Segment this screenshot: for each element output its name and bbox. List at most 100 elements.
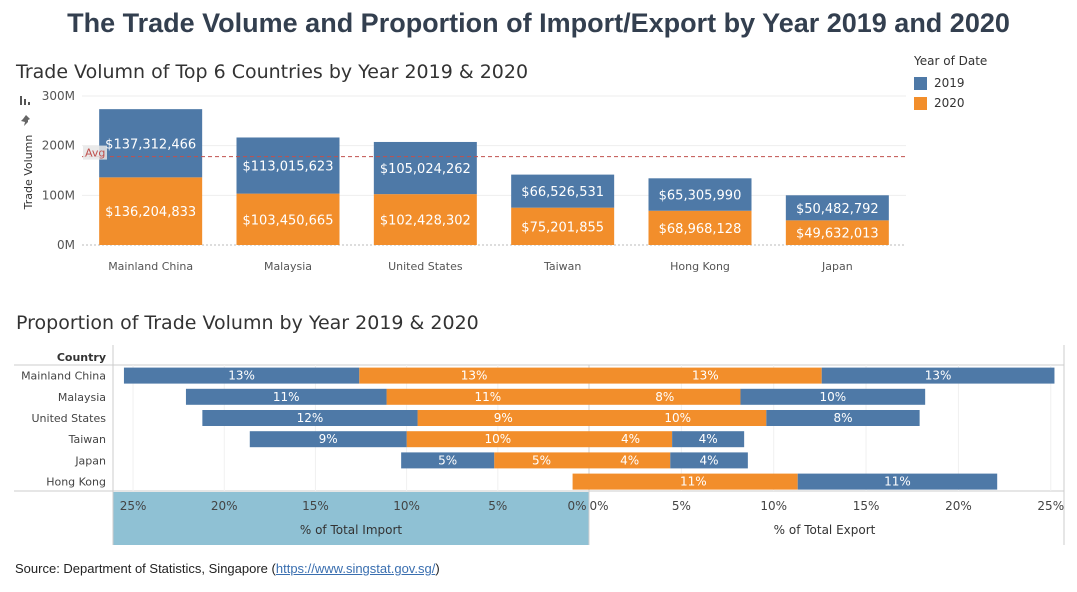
- source-link[interactable]: https://www.singstat.gov.sg/: [275, 561, 436, 576]
- export-tick-label: 10%: [760, 499, 787, 513]
- export-label-2019: 10%: [819, 390, 846, 404]
- chart1-title: Trade Volumn of Top 6 Countries by Year …: [16, 61, 529, 83]
- pin-icon[interactable]: [20, 115, 32, 130]
- x-tick-label: Taiwan: [543, 260, 581, 273]
- export-bar-2019: [766, 410, 920, 426]
- row-label: Japan: [74, 454, 106, 467]
- bar-label-2020: $103,450,665: [243, 213, 334, 228]
- import-bar-2019: [123, 367, 360, 384]
- row-label: Hong Kong: [46, 476, 106, 489]
- bar-label-2019: $66,526,531: [521, 185, 604, 200]
- import-bar-2019: [185, 388, 387, 405]
- import-bar-2019: [202, 410, 418, 426]
- bar-2020: [511, 207, 615, 245]
- export-bar-2019: [740, 388, 926, 405]
- legend-swatch-2019: [914, 76, 927, 90]
- export-label-2019: 8%: [833, 411, 852, 425]
- row-label: Taiwan: [68, 433, 106, 446]
- bar-label-2019: $137,312,466: [105, 137, 196, 152]
- export-tick-label: 25%: [1037, 499, 1064, 513]
- export-label-2020: 8%: [655, 390, 674, 404]
- import-label-2019: 9%: [319, 432, 338, 446]
- export-bar-2019: [670, 452, 748, 469]
- x-tick-label: United States: [388, 260, 463, 273]
- row-label: Mainland China: [21, 370, 106, 383]
- legend-label-2019: 2019: [934, 76, 965, 90]
- x-tick-label: Mainland China: [108, 260, 193, 273]
- bar-2020: [236, 193, 340, 245]
- bar-label-2019: $65,305,990: [659, 189, 742, 204]
- bar-label-2019: $113,015,623: [243, 160, 334, 175]
- import-tick-label: 0%: [567, 499, 586, 513]
- bar-label-2020: $75,201,855: [521, 220, 604, 235]
- import-label-2019: 11%: [273, 390, 300, 404]
- export-label-2019: 4%: [699, 432, 718, 446]
- import-label-2020: 9%: [494, 411, 513, 425]
- import-bar-2020: [386, 388, 589, 405]
- import-bar-2020: [572, 473, 589, 490]
- bar-2020: [785, 220, 889, 245]
- import-label-2020: 11%: [474, 390, 501, 404]
- import-bar-2019: [401, 452, 495, 469]
- export-bar-2020: [589, 452, 671, 469]
- source-suffix: ): [435, 561, 440, 576]
- row-header-label: Country: [57, 351, 106, 364]
- export-tick-label: 0%: [589, 499, 608, 513]
- export-bar-2019: [821, 367, 1055, 384]
- bar-2020: [99, 177, 203, 245]
- export-tick-label: 15%: [853, 499, 880, 513]
- bar-chart-icon[interactable]: [20, 95, 32, 109]
- export-bar-2019: [797, 473, 998, 490]
- import-tick-label: 5%: [488, 499, 507, 513]
- x-tick-label: Malaysia: [264, 260, 312, 273]
- import-axis-panel: [113, 492, 589, 545]
- y-tick-label: 0M: [57, 238, 75, 252]
- export-label-2019: 4%: [700, 453, 719, 467]
- import-tick-label: 25%: [120, 499, 147, 513]
- legend-swatch-2020: [914, 96, 927, 110]
- avg-label-bg: [83, 145, 107, 160]
- legend-item-2019[interactable]: 2019: [914, 73, 987, 93]
- source-prefix: Source: Department of Statistics, Singap…: [15, 561, 276, 576]
- import-bar-2020: [494, 452, 589, 469]
- import-tick-label: 20%: [211, 499, 238, 513]
- y-tick-label: 200M: [42, 139, 75, 153]
- bar-label-2020: $136,204,833: [105, 205, 196, 220]
- export-bar-2020: [589, 431, 673, 448]
- bar-2019: [648, 178, 752, 211]
- bar-2019: [99, 109, 203, 178]
- export-bar-2020: [589, 410, 767, 426]
- row-label: Malaysia: [58, 391, 106, 404]
- x-tick-label: Japan: [821, 260, 853, 273]
- y-tick-label: 100M: [42, 188, 75, 202]
- export-bar-2019: [672, 431, 745, 448]
- bar-label-2019: $105,024,262: [380, 162, 471, 177]
- export-bar-2020: [589, 473, 798, 490]
- import-label-2019: 12%: [297, 411, 324, 425]
- chart2-title: Proportion of Trade Volumn by Year 2019 …: [16, 312, 479, 334]
- avg-label: Avg: [85, 147, 105, 160]
- source-note: Source: Department of Statistics, Singap…: [15, 561, 440, 576]
- export-bar-2020: [589, 367, 822, 384]
- import-axis-title: % of Total Import: [300, 523, 403, 537]
- import-bar-2020: [359, 367, 589, 384]
- export-tick-label: 5%: [672, 499, 691, 513]
- legend-title: Year of Date: [914, 54, 988, 68]
- y-axis-title: Trade Volumn: [22, 135, 35, 211]
- import-tick-label: 10%: [393, 499, 420, 513]
- import-bar-2020: [406, 431, 589, 448]
- bar-label-2019: $50,482,792: [796, 202, 879, 217]
- bar-label-2020: $49,632,013: [796, 227, 879, 242]
- export-tick-label: 20%: [945, 499, 972, 513]
- bar-label-2020: $68,968,128: [659, 222, 742, 237]
- bar-2019: [511, 174, 615, 208]
- bar-2020: [648, 210, 752, 245]
- legend-label-2020: 2020: [934, 96, 965, 110]
- legend-item-2020[interactable]: 2020: [914, 93, 987, 113]
- export-bar-2020: [589, 388, 741, 405]
- import-bar-2020: [417, 410, 589, 426]
- bar-2019: [785, 195, 889, 221]
- import-label-2019: 13%: [228, 369, 255, 383]
- y-tick-label: 300M: [42, 89, 75, 103]
- x-tick-label: Hong Kong: [670, 260, 730, 273]
